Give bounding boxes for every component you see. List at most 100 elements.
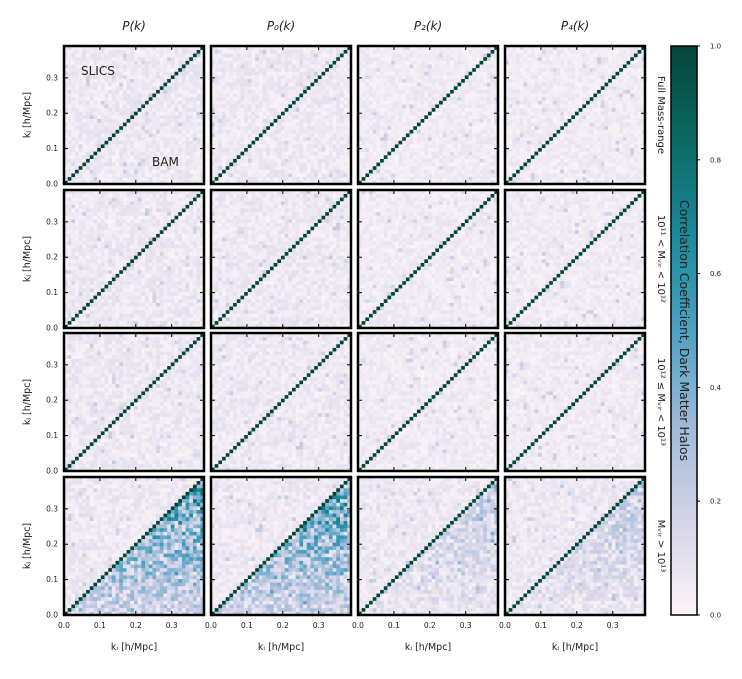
heatmap-cell [405, 85, 410, 90]
heatmap-cell [372, 100, 377, 105]
heatmap-cell [115, 169, 120, 174]
heatmap-cell [339, 158, 344, 163]
heatmap-cell [424, 82, 429, 87]
heatmap-cell [277, 115, 282, 119]
heatmap-cell [122, 125, 127, 130]
heatmap-cell [361, 125, 366, 130]
heatmap-cell [134, 107, 139, 112]
heatmap-cell [100, 147, 105, 152]
heatmap-cell [189, 89, 194, 94]
heatmap-cell [93, 104, 98, 109]
heatmap-cell [200, 104, 205, 109]
heatmap-cell [82, 180, 87, 185]
heatmap-cell [530, 154, 535, 159]
heatmap-cell [369, 140, 374, 145]
heatmap-cell [439, 75, 444, 80]
heatmap-cell [541, 53, 546, 58]
heatmap-cell [89, 147, 94, 152]
heatmap-cell [284, 78, 289, 83]
heatmap-cell [233, 85, 238, 90]
heatmap-cell [424, 75, 429, 80]
heatmap-cell [442, 46, 447, 50]
heatmap-cell [376, 67, 381, 72]
heatmap-cell [196, 144, 201, 149]
heatmap-cell [549, 46, 554, 50]
heatmap-cell [508, 140, 513, 145]
heatmap-cell [457, 136, 462, 141]
heatmap-cell [225, 176, 230, 181]
heatmap-cell [365, 46, 370, 50]
heatmap-cell [343, 125, 348, 130]
heatmap-cell [391, 104, 396, 109]
heatmap-cell [461, 49, 466, 54]
heatmap-cell [145, 46, 150, 50]
heatmap-cell [86, 140, 91, 145]
heatmap-cell [486, 118, 491, 123]
heatmap-cell [269, 82, 274, 87]
heatmap-cell [192, 180, 197, 185]
heatmap-cell [314, 75, 319, 80]
heatmap-cell [402, 125, 407, 130]
heatmap-cell [461, 60, 466, 65]
heatmap-cell [402, 107, 407, 112]
heatmap-cell [490, 89, 495, 94]
heatmap-cell [314, 89, 319, 94]
heatmap-cell [67, 89, 72, 94]
heatmap-cell [464, 89, 469, 94]
heatmap-cell [284, 100, 289, 105]
heatmap-cell [424, 147, 429, 152]
heatmap-cell [247, 56, 252, 61]
heatmap-cell [391, 75, 396, 80]
heatmap-cell [130, 89, 135, 94]
heatmap-cell [387, 96, 392, 101]
heatmap-cell [431, 158, 436, 163]
heatmap-cell [490, 122, 495, 127]
heatmap-cell [277, 71, 282, 76]
heatmap-cell [200, 56, 205, 61]
heatmap-cell [163, 85, 168, 90]
heatmap-cell [383, 133, 388, 138]
heatmap-cell [273, 71, 278, 76]
heatmap-cell [75, 53, 80, 58]
heatmap-cell [475, 56, 480, 61]
heatmap-cell [516, 176, 521, 181]
heatmap-cell [457, 118, 462, 123]
heatmap-cell [292, 169, 297, 174]
heatmap-cell [104, 136, 109, 141]
heatmap-cell [126, 118, 131, 123]
heatmap-cell [233, 56, 238, 61]
heatmap-cell [420, 100, 425, 105]
heatmap-cell [450, 96, 455, 101]
heatmap-cell [343, 122, 348, 127]
heatmap-cell [508, 125, 513, 130]
heatmap-cell [383, 82, 388, 87]
heatmap-cell [67, 180, 72, 185]
heatmap-cell [192, 165, 197, 170]
heatmap-cell [358, 104, 363, 109]
heatmap-cell [409, 107, 414, 112]
heatmap-cell [325, 154, 330, 159]
heatmap-cell [303, 67, 308, 72]
heatmap-cell [225, 64, 230, 69]
heatmap-cell [413, 147, 418, 152]
heatmap-cell [141, 93, 146, 98]
heatmap-cell [339, 180, 344, 185]
heatmap-cell [365, 75, 370, 80]
heatmap-cell [516, 82, 521, 87]
heatmap-cell [483, 71, 488, 76]
heatmap-cell [222, 60, 227, 65]
heatmap-cell [75, 96, 80, 101]
heatmap-cell [545, 158, 550, 163]
heatmap-cell [325, 180, 330, 185]
heatmap-cell [534, 173, 539, 178]
heatmap-cell [225, 111, 230, 116]
heatmap-cell [523, 93, 528, 98]
heatmap-cell [402, 176, 407, 181]
heatmap-cell [457, 158, 462, 163]
heatmap-cell [369, 144, 374, 149]
heatmap-cell [428, 165, 433, 170]
heatmap-cell [461, 56, 466, 61]
heatmap-cell [306, 144, 311, 149]
heatmap-cell [358, 89, 363, 94]
heatmap-cell [233, 151, 238, 156]
